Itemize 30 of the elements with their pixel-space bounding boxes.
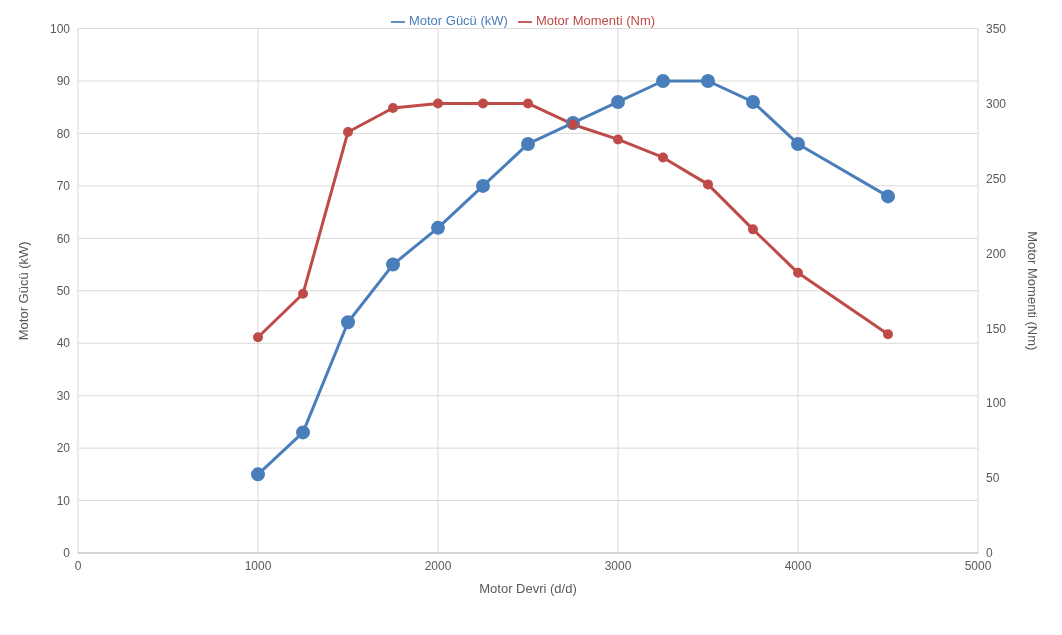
y2-tick-label: 200 — [986, 246, 1007, 261]
y2-tick-label: 250 — [986, 171, 1007, 186]
y2-tick-label: 100 — [986, 396, 1007, 411]
y-tick-label: 100 — [49, 21, 71, 36]
y2-tick-label: 300 — [986, 96, 1007, 111]
legend-label: Motor Momenti (Nm) — [535, 13, 656, 28]
y-tick-label: 40 — [56, 336, 71, 351]
x-axis-title: Motor Devri (d/d) — [479, 581, 577, 596]
y-axis-title: Motor Gücü (kW) — [15, 241, 31, 341]
y-tick-label: 70 — [56, 179, 71, 194]
x-tick-label: 2000 — [424, 558, 452, 573]
y-tick-label: 60 — [56, 231, 71, 246]
y-tick-label: 10 — [56, 493, 71, 508]
legend-label: Motor Gücü (kW) — [408, 13, 508, 28]
y-tick-label: 50 — [56, 284, 71, 299]
x-tick-label: 5000 — [964, 558, 992, 573]
x-tick-label: 4000 — [784, 558, 812, 573]
y-tick-label: 0 — [63, 546, 71, 561]
y2-tick-label: 0 — [986, 546, 993, 561]
y-tick-label: 90 — [56, 74, 71, 89]
x-tick-label: 3000 — [604, 558, 632, 573]
y2-tick-label: 150 — [986, 321, 1007, 336]
y-tick-label: 30 — [56, 388, 71, 403]
x-tick-label: 0 — [74, 558, 82, 573]
y2-axis-title: Motor Momenti (Nm) — [1025, 231, 1041, 351]
x-tick-label: 1000 — [244, 558, 272, 573]
y2-tick-label: 50 — [986, 471, 1000, 486]
y2-tick-label: 350 — [986, 21, 1007, 36]
y-tick-label: 80 — [56, 126, 71, 141]
y-tick-label: 20 — [56, 441, 71, 456]
